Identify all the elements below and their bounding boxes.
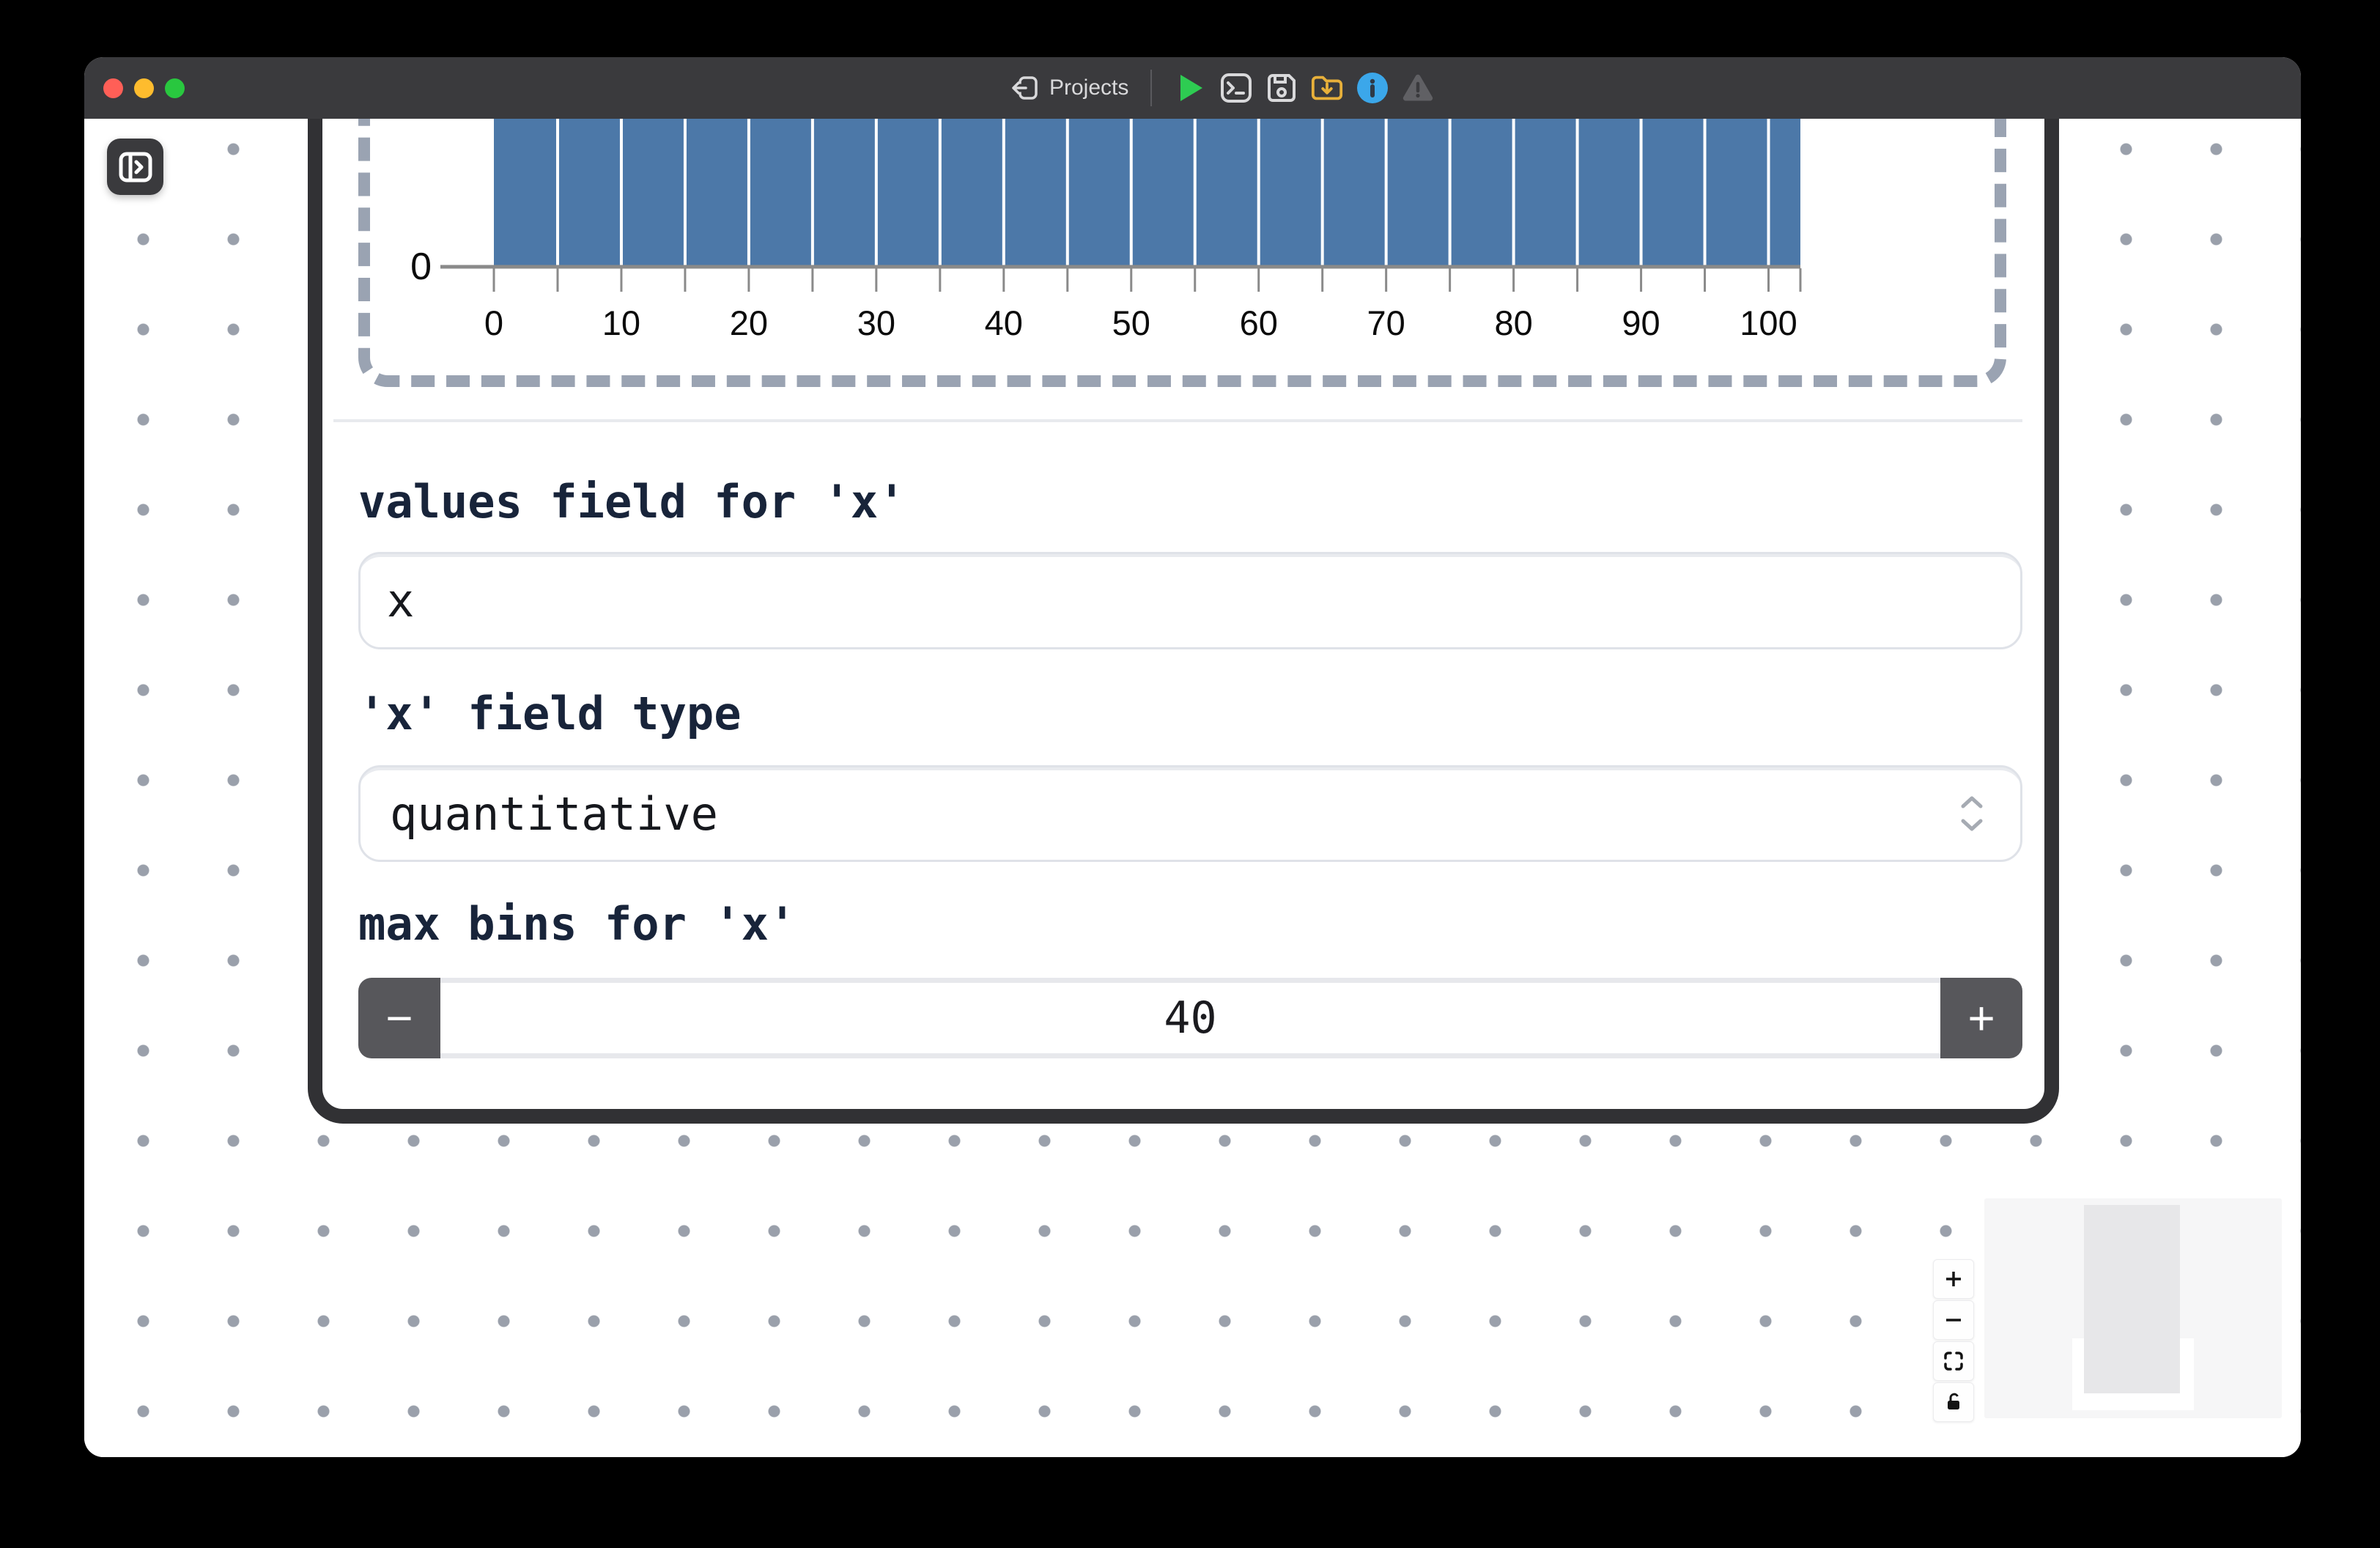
- field-type-label: 'x' field type: [358, 687, 742, 740]
- zoom-out-button[interactable]: [1933, 1300, 1974, 1340]
- zoom-in-button[interactable]: [1933, 1259, 1974, 1299]
- traffic-lights: [103, 57, 185, 119]
- canvas-minimap[interactable]: [1984, 1198, 2282, 1418]
- download-button[interactable]: [1310, 71, 1344, 105]
- info-icon: [1357, 73, 1389, 103]
- select-chevrons-icon: [1959, 767, 1985, 860]
- svg-text:0: 0: [484, 303, 503, 342]
- window-titlebar: Projects: [84, 57, 2301, 119]
- svg-text:90: 90: [1622, 303, 1660, 342]
- svg-text:0: 0: [410, 246, 432, 288]
- fullscreen-icon: [1944, 1352, 1963, 1371]
- svg-text:30: 30: [857, 303, 895, 342]
- lock-canvas-button[interactable]: [1933, 1382, 1974, 1422]
- max-bins-label: max bins for 'x': [358, 897, 797, 951]
- field-type-select[interactable]: quantitative: [358, 765, 2022, 862]
- titlebar-action-icons: [1174, 71, 1435, 105]
- values-field-input[interactable]: [358, 552, 2022, 649]
- unlock-icon: [1948, 1393, 1959, 1409]
- titlebar-divider: [1150, 70, 1153, 106]
- svg-text:70: 70: [1367, 303, 1405, 342]
- canvas-zoom-controls: [1933, 1259, 1974, 1422]
- sidebar-expand-icon: [119, 152, 152, 182]
- field-type-selected-value: quantitative: [390, 786, 718, 841]
- svg-text:80: 80: [1494, 303, 1532, 342]
- svg-text:100: 100: [1740, 303, 1797, 342]
- minus-icon: [1946, 1319, 1961, 1322]
- app-window: 0 10 20 30 40 50 60 70 80 90 100 0 values field for…: [84, 57, 2301, 1457]
- save-icon: [1268, 74, 1296, 102]
- close-window-button[interactable]: [103, 78, 123, 98]
- run-icon: [1180, 75, 1203, 101]
- stepper-decrement-button[interactable]: −: [358, 978, 440, 1058]
- folder-download-icon: [1312, 75, 1343, 100]
- terminal-icon: [1221, 73, 1252, 103]
- titlebar-toolbar: Projects: [1011, 57, 1435, 119]
- minimize-window-button[interactable]: [134, 78, 154, 98]
- sidebar-toggle-button[interactable]: [107, 139, 163, 195]
- minimap-content-rect: [2084, 1205, 2180, 1393]
- exit-to-projects-icon: [1012, 76, 1038, 100]
- notebook-canvas[interactable]: 0 10 20 30 40 50 60 70 80 90 100 0 values field for…: [84, 57, 2301, 1457]
- zoom-fit-button[interactable]: [1933, 1341, 1974, 1381]
- values-field-label: values field for 'x': [358, 475, 906, 528]
- svg-text:10: 10: [602, 303, 640, 342]
- terminal-button[interactable]: [1219, 71, 1253, 105]
- run-button[interactable]: [1174, 71, 1208, 105]
- svg-text:50: 50: [1112, 303, 1150, 342]
- stepper-increment-button[interactable]: +: [1940, 978, 2022, 1058]
- save-button[interactable]: [1265, 71, 1298, 105]
- zoom-window-button[interactable]: [165, 78, 185, 98]
- cell-section-divider: [333, 419, 2022, 422]
- max-bins-value-input[interactable]: [440, 978, 1940, 1058]
- svg-text:60: 60: [1240, 303, 1278, 342]
- warnings-button[interactable]: [1401, 71, 1435, 105]
- svg-text:40: 40: [985, 303, 1023, 342]
- max-bins-stepper: − +: [358, 978, 2022, 1058]
- info-button[interactable]: [1356, 71, 1389, 105]
- svg-text:20: 20: [730, 303, 768, 342]
- projects-nav-label: Projects: [1049, 75, 1129, 100]
- warning-icon: [1403, 74, 1433, 101]
- notebook-cell-card: 0 10 20 30 40 50 60 70 80 90 100 0 values field for…: [308, 57, 2059, 1124]
- projects-nav-button[interactable]: Projects: [1011, 73, 1128, 103]
- plus-icon: [1946, 1272, 1961, 1286]
